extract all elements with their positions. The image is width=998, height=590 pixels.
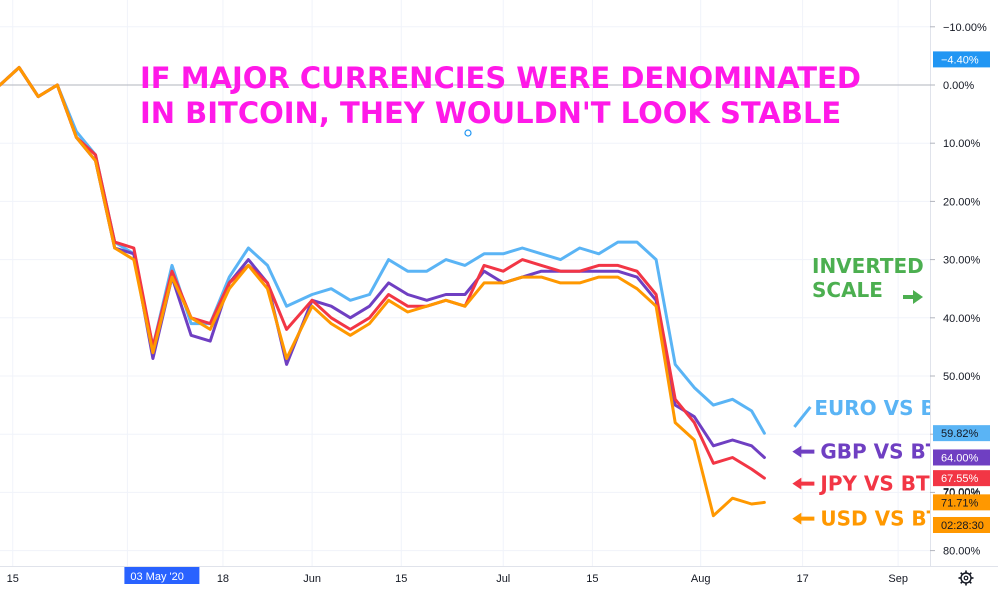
x-tick-label: Jun xyxy=(303,573,321,585)
chart-title-line-1: IF MAJOR CURRENCIES WERE DENOMINATED xyxy=(140,61,861,95)
chart-title-line-2: IN BITCOIN, THEY WOULDN'T LOOK STABLE xyxy=(140,96,841,130)
x-tick-label: 17 xyxy=(796,573,808,585)
series-label-arrowhead xyxy=(792,445,802,458)
series-label-arrowhead xyxy=(792,477,802,490)
price-tag xyxy=(933,51,990,68)
grid xyxy=(0,0,930,566)
x-axis-ticks: 15 03 May '20 18 Jun 15 Jul 15 Aug 17 Sep xyxy=(7,567,908,585)
scale-note-arrow xyxy=(903,290,923,304)
crosshair-marker xyxy=(464,129,472,137)
price-tag-label: −4.40% xyxy=(941,54,979,66)
series-line xyxy=(0,66,766,480)
y-tick-label: 20.00% xyxy=(943,196,981,208)
y-tick-label: 0.00% xyxy=(943,80,974,92)
y-tick-label: 80.00% xyxy=(943,546,981,558)
x-tick-label: Jul xyxy=(496,573,510,585)
settings-gear-icon[interactable] xyxy=(958,570,974,586)
scale-note-line-2: SCALE xyxy=(812,278,883,302)
price-tag-label: 71.71% xyxy=(941,497,979,509)
x-tick-label: 03 May '20 xyxy=(130,571,183,583)
price-tags: 70.00%−4.40%59.82%64.00%67.55%71.71%02:2… xyxy=(933,51,990,533)
price-tag-label: 59.82% xyxy=(941,428,979,440)
price-tag-label: 67.55% xyxy=(941,473,979,485)
price-tag xyxy=(933,425,990,442)
y-tick-label: 40.00% xyxy=(943,313,981,325)
y-tick-label: 10.00% xyxy=(943,138,981,150)
x-tick-label: 15 xyxy=(7,573,19,585)
y-tick-label: 30.00% xyxy=(943,255,981,267)
price-tag xyxy=(933,494,990,511)
x-tick-label: Aug xyxy=(691,573,711,585)
series-label-arrow xyxy=(793,405,812,428)
x-tick-label: 18 xyxy=(217,573,229,585)
price-tag-label: 02:28:30 xyxy=(941,520,984,532)
x-tick-label: 15 xyxy=(395,573,407,585)
y-tick-label: −10.00% xyxy=(943,22,987,34)
x-tick-label: Sep xyxy=(888,573,908,585)
series-line xyxy=(0,66,766,459)
y-tick-label: 50.00% xyxy=(943,371,981,383)
series-line xyxy=(0,66,766,435)
series-label-arrowhead xyxy=(792,512,802,525)
price-tag xyxy=(933,470,990,487)
series-label: JPY VS BTC xyxy=(818,472,944,496)
x-crosshair-label-bg xyxy=(124,567,200,584)
x-tick-label: 15 xyxy=(586,573,598,585)
price-tag xyxy=(933,449,990,466)
price-tag-label: 64.00% xyxy=(941,452,979,464)
series-line xyxy=(0,66,766,518)
scale-note-line-1: INVERTED xyxy=(812,254,924,278)
series-layer xyxy=(0,66,766,518)
price-tag xyxy=(933,516,990,533)
